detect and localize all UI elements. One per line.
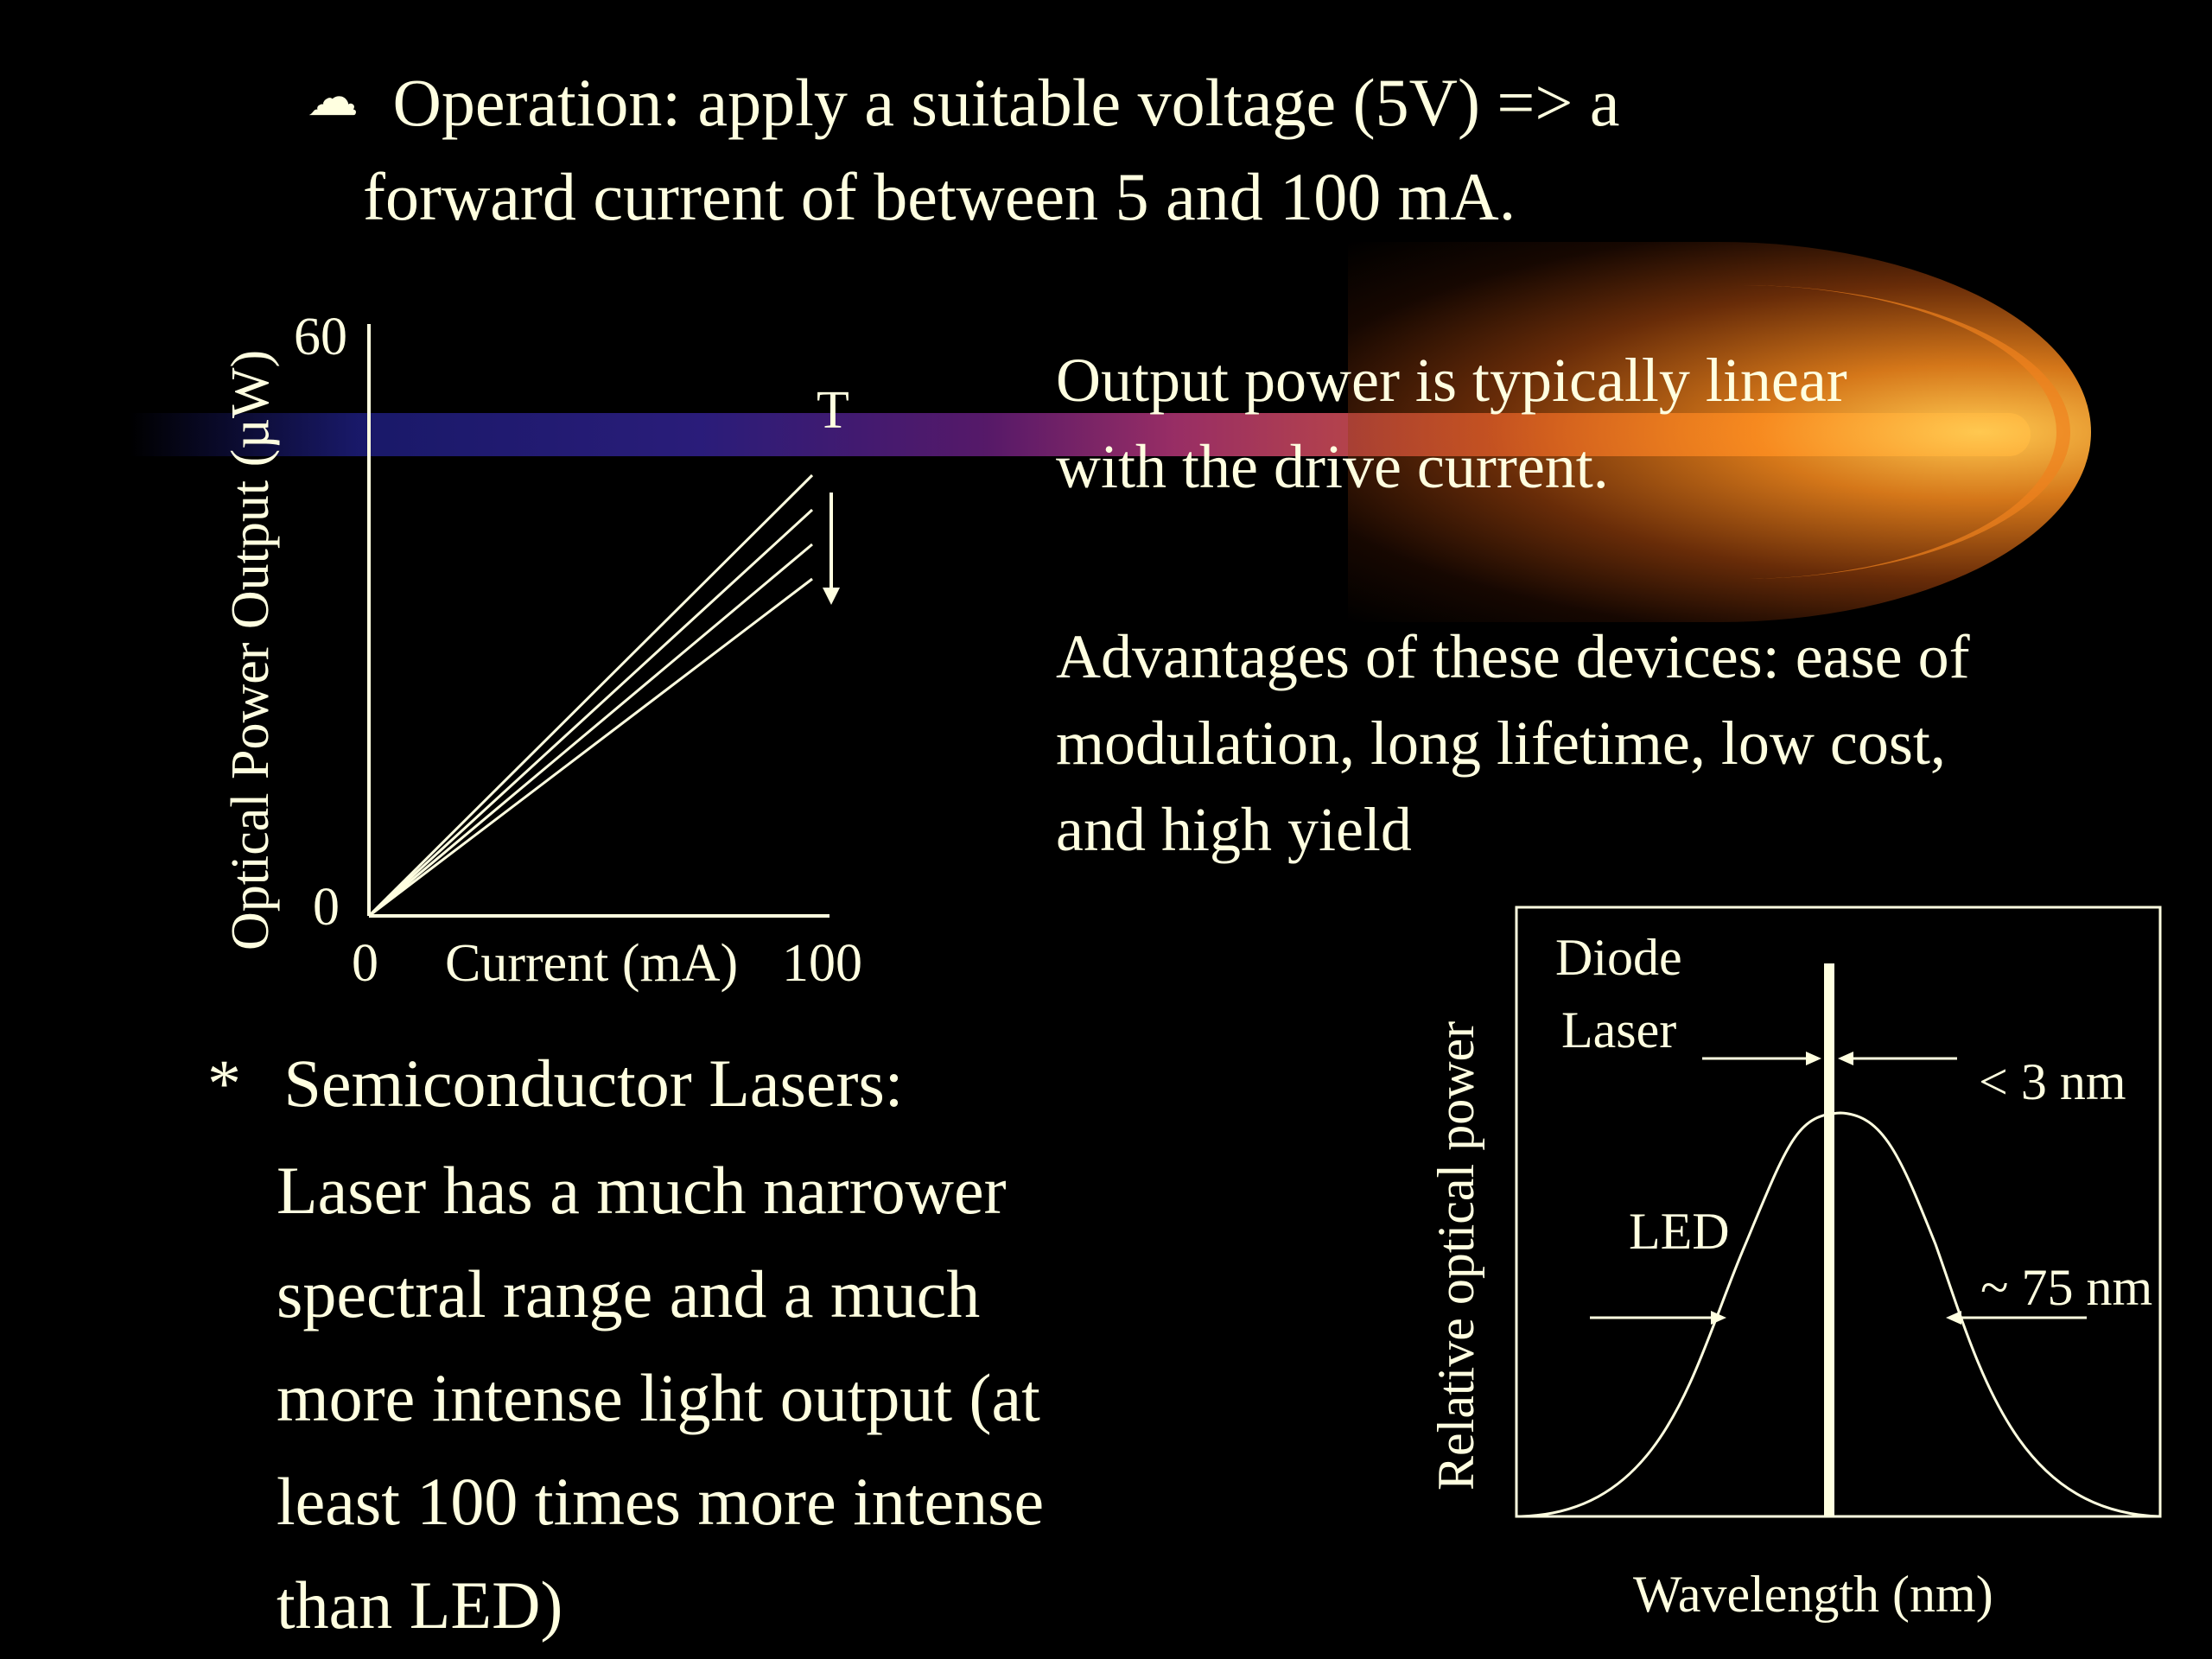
linear-line-1: Output power is typically linear bbox=[1056, 346, 1847, 415]
laser-left-arrow-head bbox=[1806, 1052, 1821, 1065]
spectrum-frame bbox=[1515, 906, 2162, 1518]
semiconductor-line-3: more intense light output (at bbox=[276, 1360, 1040, 1435]
spectrum-chart: Relative optical power Wavelength (nm) D… bbox=[1427, 906, 2162, 1623]
semiconductor-heading-row: * Semiconductor Lasers: bbox=[207, 1033, 903, 1134]
power-curve-4 bbox=[368, 577, 813, 918]
power-current-chart: Optical Power Output (µW) 60 0 0 Current… bbox=[221, 308, 862, 993]
operation-line-2: forward current of between 5 and 100 mA. bbox=[363, 159, 1516, 234]
advantages-paragraph: Advantages of these devices: ease of mod… bbox=[1056, 613, 1970, 873]
relative-power-axis-label: Relative optical power bbox=[1427, 1021, 1484, 1491]
wavelength-axis-label: Wavelength (nm) bbox=[1633, 1566, 1993, 1623]
led-right-arrow-head bbox=[1946, 1311, 1961, 1325]
semiconductor-line-4: least 100 times more intense bbox=[276, 1464, 1045, 1539]
operation-line-1: Operation: apply a suitable voltage (5V)… bbox=[392, 65, 1620, 140]
led-label: LED bbox=[1629, 1203, 1730, 1260]
y-max-tick-label: 60 bbox=[294, 308, 347, 366]
semiconductor-body: Laser has a much narrower spectral range… bbox=[276, 1139, 1044, 1657]
operation-bullet: ☁ Operation: apply a suitable voltage (5… bbox=[307, 48, 1620, 153]
semiconductor-line-2: spectral range and a much bbox=[276, 1256, 981, 1332]
current-axis-label: Current (mA) bbox=[445, 934, 738, 993]
led-left-arrow-head bbox=[1711, 1311, 1726, 1325]
diode-label: Diode bbox=[1555, 929, 1682, 986]
y-min-tick-label: 0 bbox=[313, 878, 340, 937]
temperature-label: T bbox=[817, 381, 849, 440]
semiconductor-line-5: than LED) bbox=[276, 1567, 563, 1643]
x-min-tick-label: 0 bbox=[352, 934, 378, 993]
advantages-line-2: modulation, long lifetime, low cost, bbox=[1056, 709, 1946, 778]
laser-label: Laser bbox=[1561, 1001, 1676, 1058]
laser-right-arrow-head bbox=[1838, 1052, 1853, 1065]
power-axis-label: Optical Power Output (µW) bbox=[221, 350, 280, 950]
asterisk-marker: * bbox=[207, 1046, 241, 1121]
x-max-tick-label: 100 bbox=[782, 934, 862, 993]
power-curve-2 bbox=[367, 508, 814, 918]
advantages-line-1: Advantages of these devices: ease of bbox=[1056, 622, 1970, 691]
advantages-line-3: and high yield bbox=[1056, 795, 1412, 864]
led-width-label: ~ 75 nm bbox=[1980, 1259, 2152, 1316]
linear-line-2: with the drive current. bbox=[1056, 432, 1609, 501]
semiconductor-heading: Semiconductor Lasers: bbox=[283, 1046, 904, 1121]
temperature-arrow-head bbox=[823, 588, 840, 605]
power-curve-1 bbox=[367, 474, 814, 918]
power-curve-3 bbox=[368, 543, 813, 918]
cloud-bullet-icon: ☁ bbox=[307, 69, 359, 126]
linear-paragraph: Output power is typically linear with th… bbox=[1056, 337, 1847, 510]
semiconductor-line-1: Laser has a much narrower bbox=[276, 1153, 1007, 1228]
led-spectrum-curve bbox=[1520, 1111, 2161, 1518]
laser-width-label: < 3 nm bbox=[1979, 1053, 2126, 1110]
